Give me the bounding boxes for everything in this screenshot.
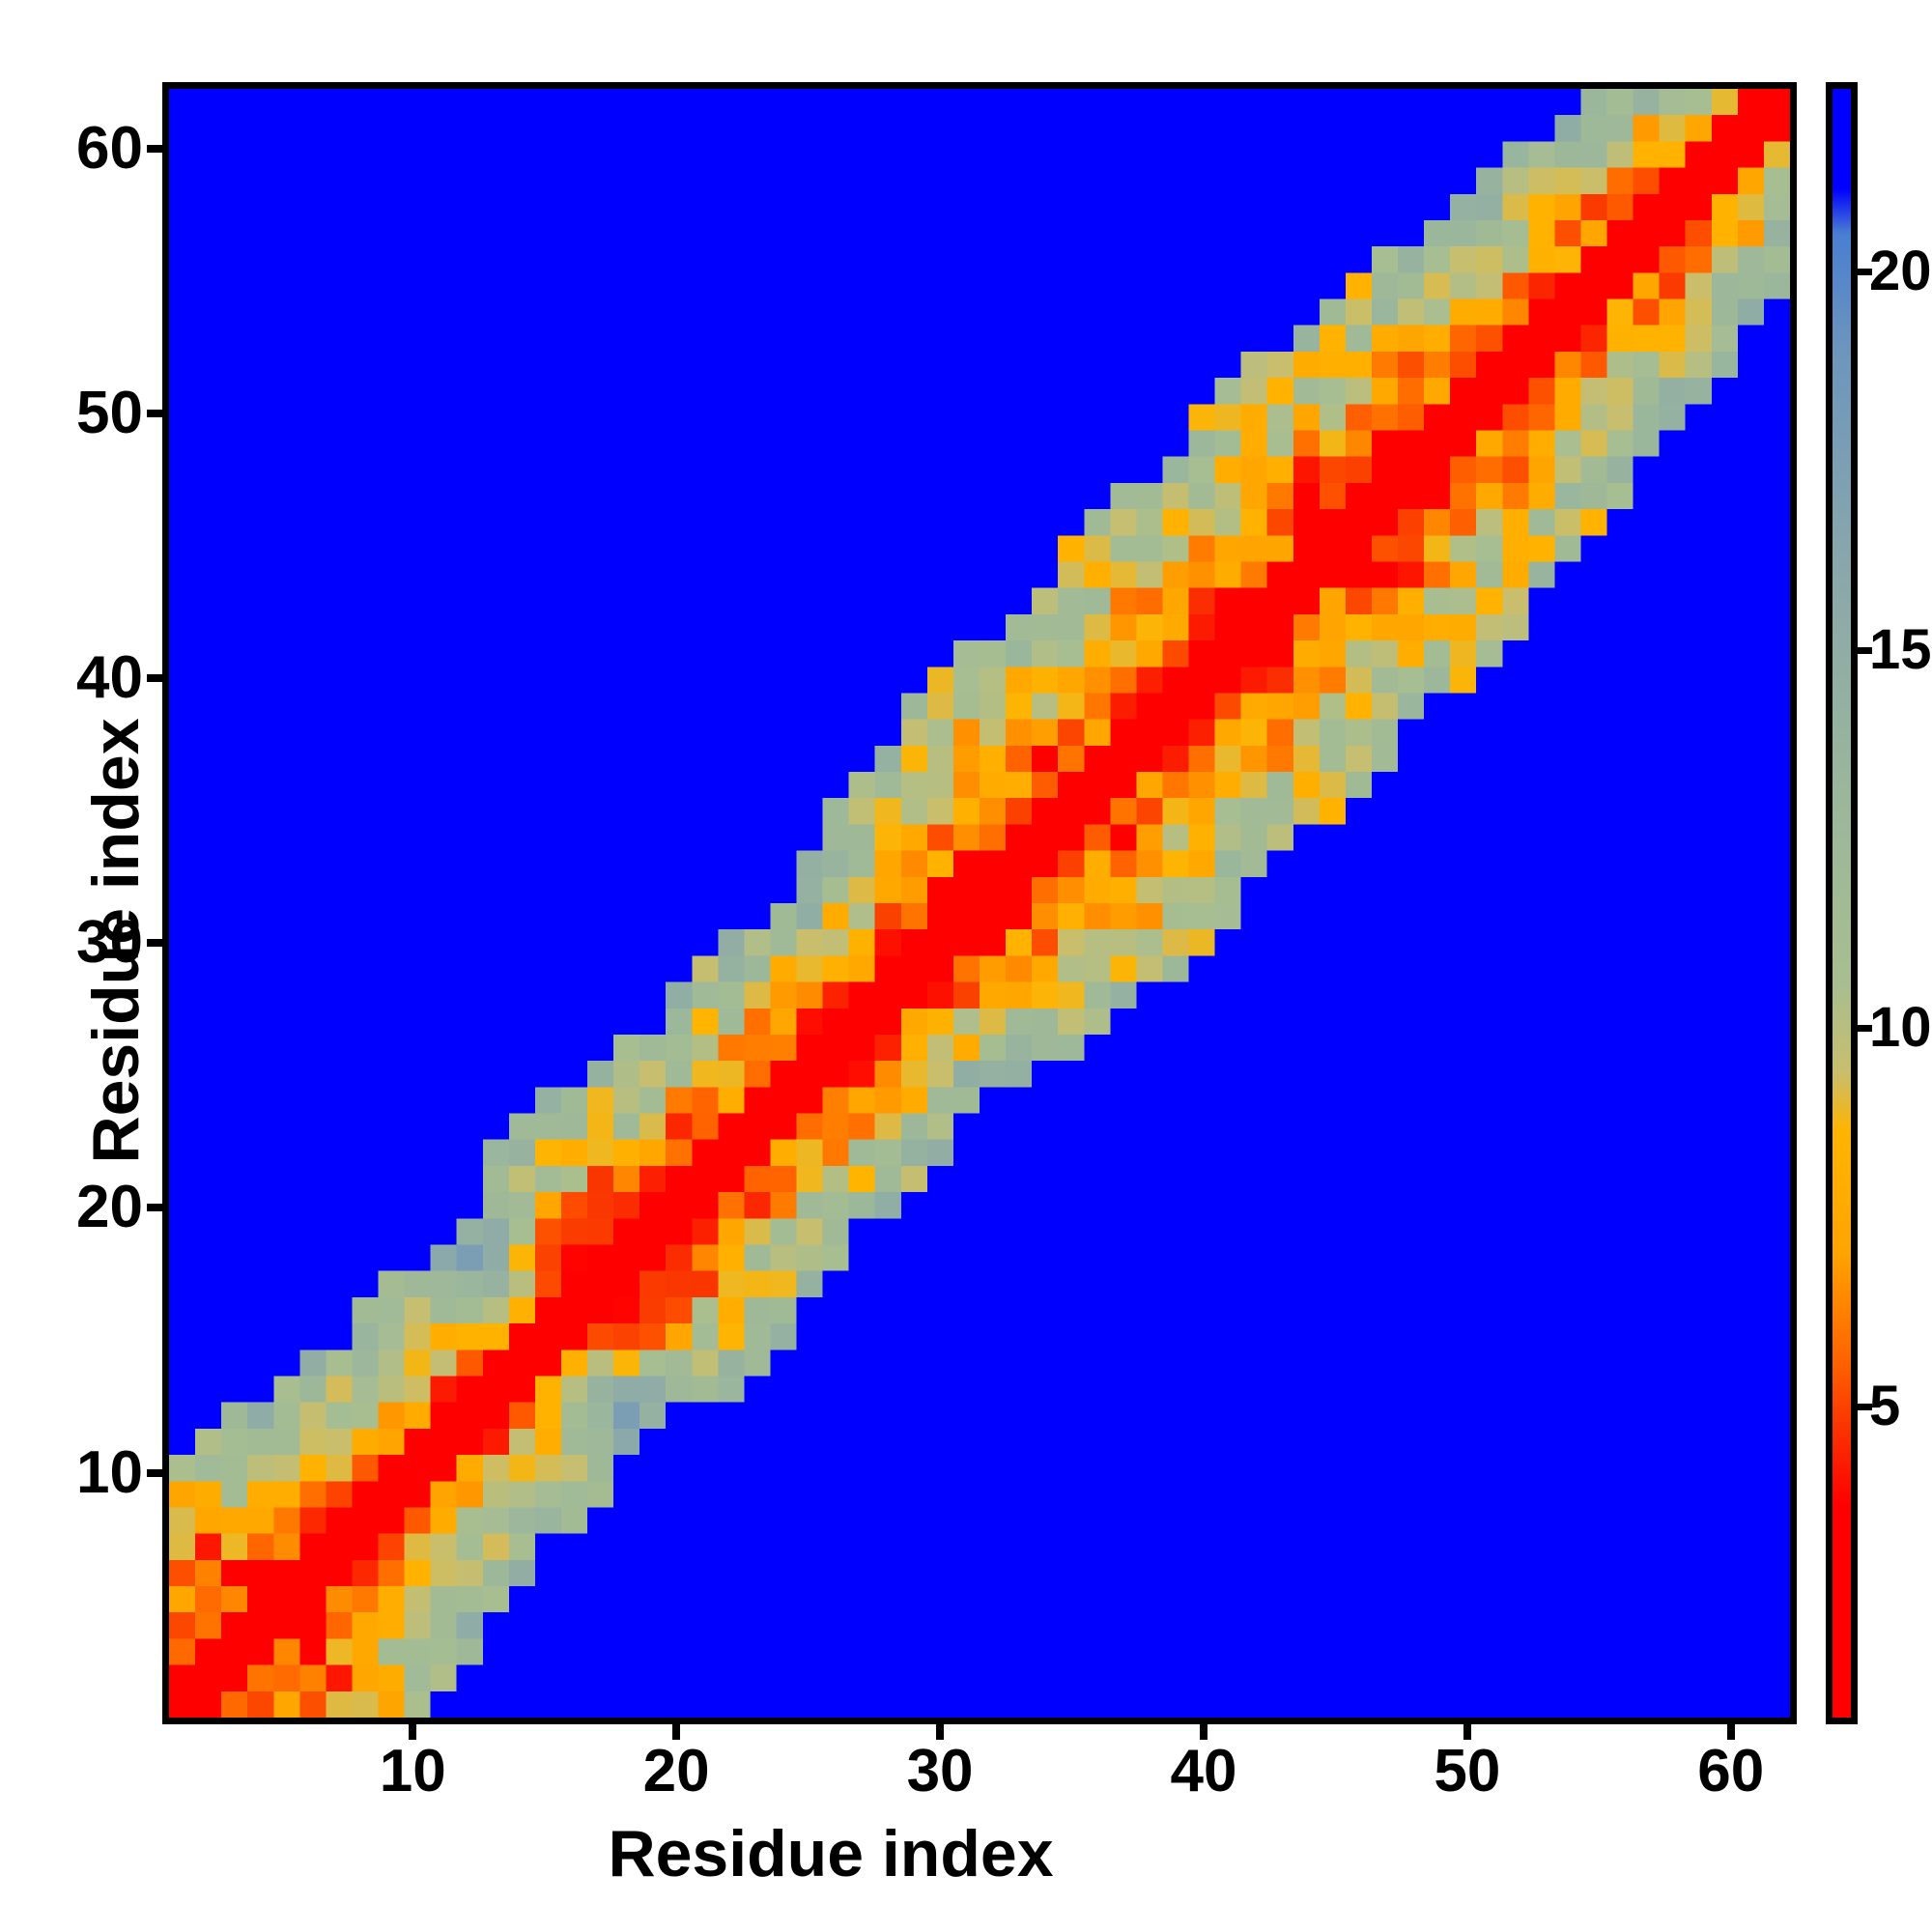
y-tick-mark	[147, 144, 163, 153]
colorbar-gradient	[1833, 89, 1851, 1718]
colorbar-tick-mark	[1857, 1403, 1872, 1410]
x-tick-label: 30	[906, 1738, 974, 1804]
y-tick-mark	[147, 1204, 163, 1212]
x-tick-mark	[936, 1723, 945, 1740]
colorbar-tick-label: 15	[1869, 617, 1932, 681]
y-tick-mark	[147, 1468, 163, 1477]
x-tick-label: 40	[1170, 1738, 1237, 1804]
y-tick-label: 40	[76, 643, 143, 711]
colorbar-tick-label: 5	[1869, 1374, 1901, 1437]
colorbar	[1826, 82, 1858, 1724]
x-tick-label: 60	[1697, 1738, 1765, 1804]
x-axis-title: Residue index	[0, 1816, 1932, 1891]
x-tick-mark	[409, 1723, 417, 1740]
x-tick-mark	[1463, 1723, 1471, 1740]
heatmap-plot-area	[162, 82, 1797, 1724]
x-tick-label: 20	[642, 1738, 710, 1804]
y-tick-label: 50	[76, 379, 143, 446]
y-tick-mark	[147, 673, 163, 682]
y-tick-label: 60	[76, 114, 143, 182]
y-tick-mark	[147, 939, 163, 948]
colorbar-tick-mark	[1857, 646, 1872, 654]
x-tick-mark	[1726, 1723, 1735, 1740]
colorbar-tick-label: 20	[1869, 239, 1932, 302]
colorbar-tick-mark	[1857, 1025, 1872, 1033]
y-tick-label: 10	[76, 1438, 143, 1506]
x-tick-mark	[672, 1723, 681, 1740]
y-tick-mark	[147, 409, 163, 417]
y-tick-label: 30	[76, 909, 143, 977]
y-tick-label: 20	[76, 1174, 143, 1241]
x-tick-mark	[1199, 1723, 1208, 1740]
x-tick-label: 10	[379, 1738, 446, 1804]
x-tick-label: 50	[1434, 1738, 1501, 1804]
colorbar-tick-mark	[1857, 268, 1872, 275]
colorbar-tick-label: 10	[1869, 996, 1932, 1060]
x-axis-title-text: Residue index	[608, 1817, 1054, 1890]
y-axis-title: Residue index	[79, 718, 153, 1164]
heatmap-canvas	[169, 89, 1790, 1718]
